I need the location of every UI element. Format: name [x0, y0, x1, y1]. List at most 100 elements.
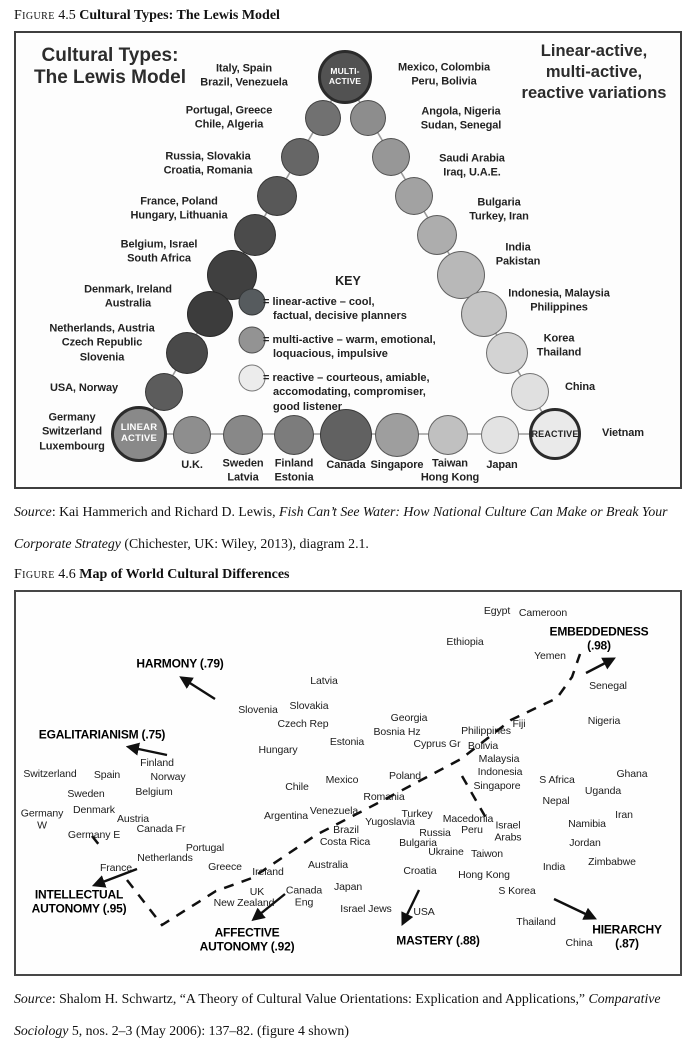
- country-label: Switzerland: [23, 767, 77, 780]
- country-group-label: Denmark, Ireland Australia: [84, 283, 172, 310]
- lewis-diagram-title: Cultural Types: The Lewis Model: [33, 45, 187, 89]
- map-lines: [91, 653, 616, 927]
- orientation-label: INTELLECTUAL AUTONOMY (.95): [31, 887, 127, 916]
- text-segment: : Shalom H. Schwartz, “A Theory of Cultu…: [51, 990, 589, 1006]
- lewis-circle: [372, 138, 410, 176]
- country-group-label: Italy, Spain Brazil, Venezuela: [200, 62, 288, 89]
- key-swatch-2: [238, 326, 266, 354]
- country-label: China: [565, 936, 593, 949]
- text-segment: Source: [14, 504, 52, 519]
- source-figure45: Source: Kai Hammerich and Richard D. Lew…: [14, 496, 682, 561]
- country-label: Cameroon: [518, 606, 568, 619]
- country-label: Canada Eng: [285, 884, 323, 909]
- country-label: France: [99, 861, 133, 874]
- lewis-circle: [234, 214, 276, 256]
- affective-autonomy-arrow: [251, 892, 286, 921]
- country-label: Belgium: [135, 785, 173, 798]
- key-item-3: = reactive – courteous, amiable, accomod…: [263, 372, 430, 413]
- lewis-circle: [145, 373, 183, 411]
- country-group-label: Vietnam: [602, 426, 644, 439]
- country-label: USA: [413, 905, 435, 918]
- country-group-label: USA, Norway: [50, 381, 118, 394]
- text-segment: Cultural Types: The Lewis Model: [79, 8, 280, 23]
- orientation-label: EMBEDDEDNESS (.98): [549, 624, 649, 653]
- text-segment: : Kai Hammerich and Richard D. Lewis,: [51, 504, 280, 519]
- country-label: Bosnia Hz: [373, 725, 421, 738]
- country-group-label: Angola, Nigeria Sudan, Senegal: [420, 105, 502, 132]
- text-segment: Map of World Cultural Differences: [79, 566, 290, 582]
- country-group-label: Mexico, Colombia Peru, Bolivia: [398, 61, 490, 88]
- country-label: New Zealand: [213, 896, 275, 909]
- country-group-label: Canada: [326, 458, 366, 471]
- country-label: Germany E: [67, 828, 121, 841]
- lewis-circle: [187, 291, 233, 337]
- text-segment: 4.5: [54, 8, 80, 23]
- country-label: Israel Jews: [340, 902, 392, 915]
- lewis-circle: [274, 415, 314, 455]
- orientation-label: HARMONY (.79): [136, 656, 224, 671]
- country-label: Ghana: [616, 767, 648, 780]
- lewis-model-figure: Cultural Types: The Lewis Model Linear-a…: [14, 31, 682, 489]
- country-label: Sweden: [67, 787, 105, 800]
- country-label: Senegal: [589, 679, 627, 692]
- country-label: S Korea: [498, 884, 536, 897]
- country-label: Austria: [117, 812, 149, 825]
- country-label: S Africa: [539, 773, 575, 786]
- lewis-circle: [320, 409, 372, 461]
- country-label: Chile: [285, 780, 309, 793]
- country-label: Poland: [388, 769, 422, 782]
- country-label: Turkey: [401, 807, 433, 820]
- text-segment: Figure: [14, 566, 55, 582]
- country-label: Nepal: [542, 794, 570, 807]
- country-group-label: Germany Switzerland Luxembourg: [39, 411, 105, 453]
- key-item-1: = linear-active – cool, factual, decisiv…: [263, 296, 407, 323]
- country-group-label: Japan: [486, 458, 518, 471]
- country-group-label: Taiwan Hong Kong: [420, 457, 480, 484]
- orientation-label: AFFECTIVE AUTONOMY (.92): [199, 925, 295, 954]
- country-label: Bolivia: [467, 739, 499, 752]
- text-segment: Fish Can’t See Water: How National Cultu…: [14, 504, 668, 552]
- key-title: KEY: [335, 274, 361, 288]
- country-label: Indonesia: [477, 765, 523, 778]
- country-label: Japan: [333, 880, 363, 893]
- country-label: Zimbabwe: [588, 855, 636, 868]
- corner-multi-active: MULTI- ACTIVE: [318, 50, 372, 104]
- country-label: Russia: [419, 826, 451, 839]
- figure45-caption: Figure 4.5 Cultural Types: The Lewis Mod…: [14, 8, 682, 24]
- country-label: Portugal: [185, 841, 225, 854]
- country-label: Thailand: [516, 915, 556, 928]
- country-label: Malaysia: [478, 752, 520, 765]
- country-label: Brazil: [333, 823, 359, 836]
- country-group-label: Finland Estonia: [274, 457, 314, 484]
- lewis-circle: [511, 373, 549, 411]
- country-label: Venezuela: [309, 804, 359, 817]
- country-label: Costa Rica: [319, 835, 371, 848]
- country-label: Bulgaria: [399, 836, 437, 849]
- country-group-label: Russia, Slovakia Croatia, Romania: [163, 150, 253, 177]
- country-group-label: Sweden Latvia: [222, 457, 264, 484]
- lewis-circle: [281, 138, 319, 176]
- lewis-circle: [257, 176, 297, 216]
- lewis-circle: [486, 332, 528, 374]
- country-label: Australia: [308, 858, 348, 871]
- country-label: Denmark: [73, 803, 115, 816]
- key-item-2: = multi-active – warm, emotional, loquac…: [263, 334, 436, 361]
- country-label: Slovenia: [238, 703, 278, 716]
- country-label: Greece: [208, 860, 242, 873]
- country-group-label: Korea Thailand: [536, 332, 582, 359]
- lewis-circle: [417, 215, 457, 255]
- country-label: Finland: [140, 756, 174, 769]
- country-label: Fiji: [512, 717, 526, 730]
- country-label: Namibia: [568, 817, 606, 830]
- intellectual-autonomy-arrow: [91, 867, 138, 888]
- country-label: Ukraine: [428, 845, 464, 858]
- mastery-arrow: [401, 889, 421, 926]
- country-label: Israel Arabs: [494, 819, 522, 844]
- country-label: Netherlands: [137, 851, 193, 864]
- country-group-label: Belgium, Israel South Africa: [120, 238, 198, 265]
- lewis-circle: [166, 332, 208, 374]
- country-label: Singapore: [473, 779, 521, 792]
- embeddedness-arrow: [585, 657, 616, 674]
- country-label: Taiwon: [470, 847, 504, 860]
